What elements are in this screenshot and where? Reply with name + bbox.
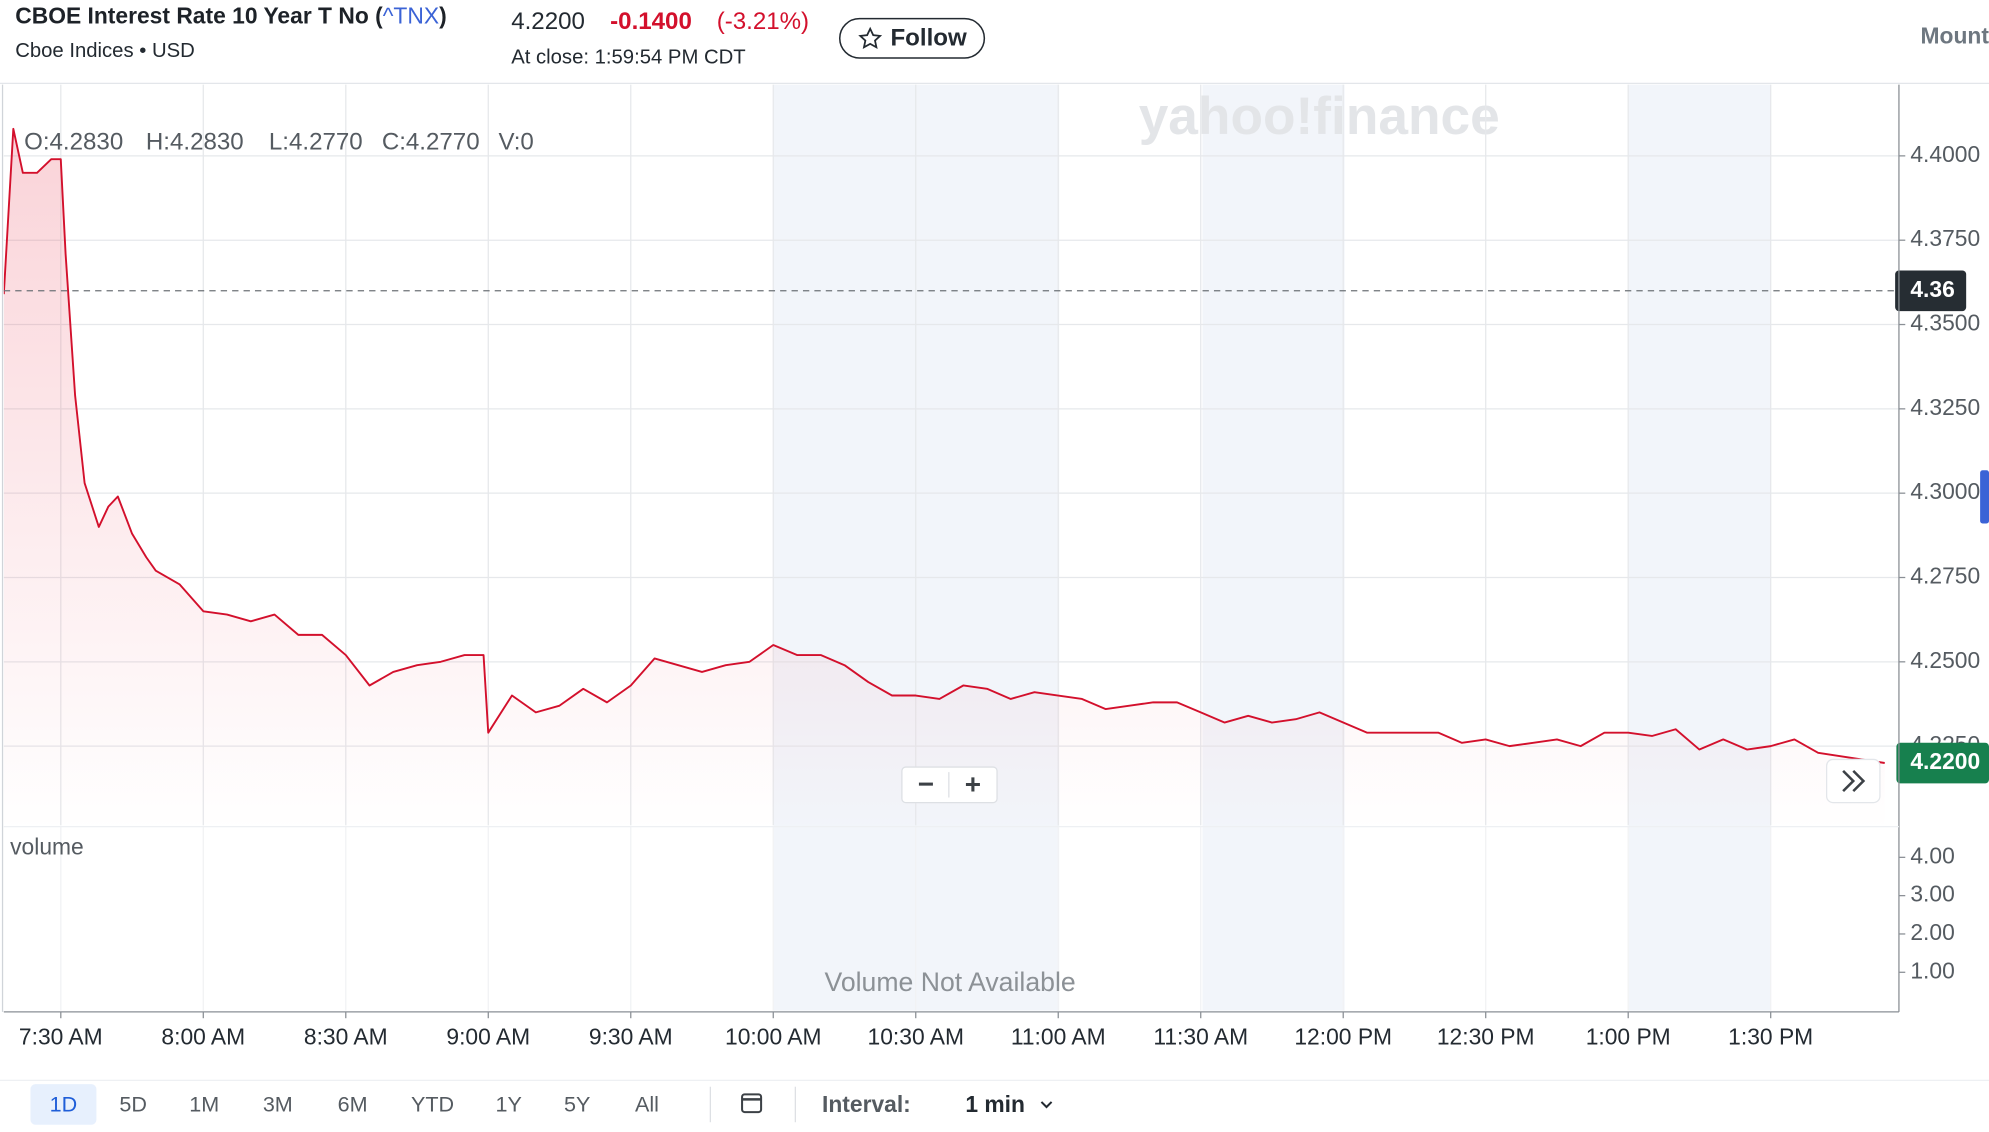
volume-message: Volume Not Available [825, 967, 1076, 997]
zoom-controls: − + [901, 766, 998, 804]
toolbar: Interval: 1 min 1D 5D 1M 3M 6M YTD 1Y 5Y All [30, 1084, 1053, 1125]
y-tick-label: 4.2750 [1910, 563, 1980, 589]
volume-tick-label: 2.00 [1910, 919, 1954, 945]
star-icon [858, 26, 883, 50]
quote-title: CBOE Interest Rate 10 Year T No (^TNX) [15, 2, 446, 28]
range-button[interactable]: 1Y [495, 1091, 521, 1116]
x-tick-label: 12:30 PM [1437, 1024, 1535, 1050]
close-time: At close: 1:59:54 PM CDT [511, 46, 745, 68]
previous-close-tag [1895, 270, 1967, 312]
x-tick-label: 10:00 AM [725, 1024, 821, 1050]
interval-label: Interval: [822, 1091, 911, 1117]
x-tick-label: 8:00 AM [161, 1024, 245, 1050]
range-button[interactable]: 1D [50, 1091, 78, 1116]
right-tab[interactable]: Mount [1921, 23, 1989, 49]
price: 4.2200 [511, 8, 585, 35]
zoom-in[interactable]: + [965, 768, 981, 799]
subtitle: Cboe Indices • USD [15, 40, 195, 62]
ohlc-value: L:4.2770 [269, 128, 363, 155]
symbol[interactable]: ^TNX [383, 2, 439, 28]
calendar-icon[interactable] [741, 1093, 763, 1114]
change: -0.1400 [610, 8, 692, 35]
interval-chevron[interactable] [1040, 1101, 1053, 1109]
range-selected-bg[interactable] [30, 1084, 97, 1125]
plot [3, 127, 1885, 826]
y-tick-label: 4.2500 [1910, 647, 1980, 673]
y-tick-label: 4.3000 [1910, 478, 1980, 504]
previous-close-label: 4.36 [1910, 276, 1954, 302]
x-tick-label: 9:30 AM [589, 1024, 673, 1050]
x-tick-label: 7:30 AM [19, 1024, 103, 1050]
range-button[interactable]: 1M [189, 1091, 219, 1116]
y-tick-label: 4.3250 [1910, 394, 1980, 420]
range-button[interactable]: 3M [263, 1091, 293, 1116]
side-tab[interactable] [1980, 470, 1989, 524]
follow-label[interactable]: Follow [890, 24, 967, 51]
volume-tick-label: 4.00 [1910, 842, 1954, 868]
x-tick-label: 12:00 PM [1294, 1024, 1392, 1050]
interval-value[interactable]: 1 min [965, 1091, 1025, 1117]
last-price-label: 4.2200 [1910, 748, 1980, 774]
y-tick-label: 4.4000 [1910, 141, 1980, 167]
follow-button[interactable]: Follow [838, 17, 986, 59]
chevrons-icon [1842, 769, 1866, 793]
range-button[interactable]: 6M [338, 1091, 368, 1116]
range-button[interactable]: 5Y [564, 1091, 590, 1116]
y-tick-label: 4.3500 [1910, 310, 1980, 336]
title-name: CBOE Interest Rate 10 Year T No ( [15, 2, 383, 28]
price-area [3, 128, 1885, 826]
x-tick-label: 11:00 AM [1011, 1024, 1106, 1050]
scroll-to-end[interactable] [1825, 758, 1881, 804]
change-percent: (-3.21%) [717, 8, 809, 35]
title-suffix: ) [439, 2, 447, 28]
ohlc-value: H:4.2830 [146, 128, 244, 155]
ohlc-value: V:0 [499, 128, 534, 155]
x-tick-label: 8:30 AM [304, 1024, 388, 1050]
x-tick-label: 11:30 AM [1153, 1024, 1248, 1050]
price-line [3, 127, 1885, 764]
calendar-body [741, 1093, 763, 1114]
zoom-out[interactable]: − [918, 768, 934, 799]
overlay: 7:30 AM 8:00 AM 8:30 AM 9:00 AM 9:30 AM 10:00… [3, 128, 1989, 1050]
watermark: yahoo!finance [1139, 87, 1500, 146]
ohlc-value: O:4.2830 [24, 128, 123, 155]
x-tick-label: 1:30 PM [1728, 1024, 1813, 1050]
x-tick-label: 1:00 PM [1586, 1024, 1671, 1050]
session-bands [773, 84, 1771, 1011]
x-tick-label: 10:30 AM [868, 1024, 964, 1050]
ohlc-value: C:4.2770 [382, 128, 480, 155]
volume-tick-label: 3.00 [1910, 881, 1954, 907]
header: CBOE Interest Rate 10 Year T No (^TNX) C… [15, 2, 1989, 68]
range-button[interactable]: YTD [411, 1091, 454, 1116]
volume-label: volume [10, 833, 84, 859]
range-button[interactable]: All [635, 1091, 659, 1116]
x-tick-label: 9:00 AM [446, 1024, 530, 1050]
y-tick-label: 4.3750 [1910, 225, 1980, 251]
last-price-tag [1896, 742, 1989, 784]
volume-tick-label: 1.00 [1910, 957, 1954, 983]
follow-outline[interactable] [838, 17, 986, 59]
range-button[interactable]: 5D [119, 1091, 147, 1116]
